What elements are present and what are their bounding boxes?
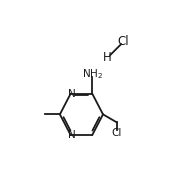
Text: H: H	[103, 51, 112, 64]
Text: N: N	[68, 130, 76, 140]
Text: N: N	[68, 89, 76, 99]
Text: NH$_2$: NH$_2$	[82, 67, 103, 81]
Text: Cl: Cl	[118, 35, 130, 48]
Text: Cl: Cl	[112, 128, 122, 138]
